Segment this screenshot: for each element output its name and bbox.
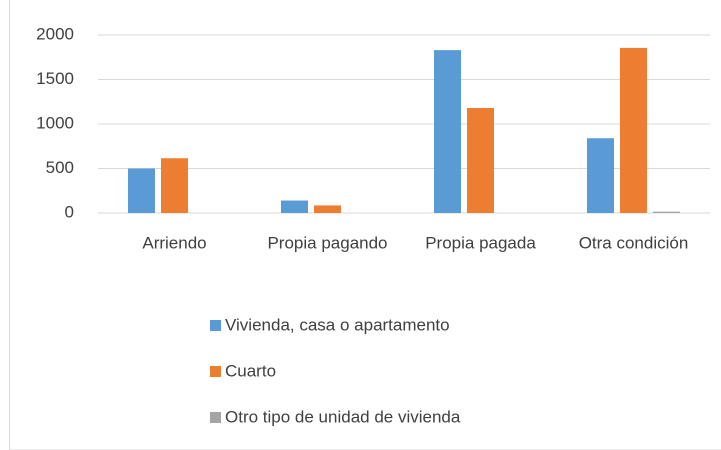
legend-label: Otro tipo de unidad de vivienda xyxy=(225,407,461,426)
y-tick-label: 0 xyxy=(65,202,74,221)
legend-swatch xyxy=(210,320,221,331)
x-tick-label: Propia pagada xyxy=(425,233,536,252)
bar xyxy=(434,50,461,213)
y-tick-label: 1000 xyxy=(36,113,74,132)
bar xyxy=(587,138,614,213)
y-tick-label: 1500 xyxy=(36,69,74,88)
x-tick-label: Otra condición xyxy=(579,233,689,252)
legend-swatch xyxy=(210,366,221,377)
legend-label: Cuarto xyxy=(225,361,276,380)
legend-label: Vivienda, casa o apartamento xyxy=(225,315,450,334)
bar xyxy=(467,107,494,213)
x-tick-label: Arriendo xyxy=(142,233,206,252)
x-tick-label: Propia pagando xyxy=(267,233,387,252)
bar xyxy=(653,211,680,213)
bar xyxy=(161,158,188,213)
bar xyxy=(314,205,341,213)
y-tick-label: 500 xyxy=(46,158,74,177)
bar xyxy=(620,47,647,213)
chart-border xyxy=(9,0,721,450)
y-tick-label: 2000 xyxy=(36,24,74,43)
bar xyxy=(281,200,308,213)
bar xyxy=(128,168,155,213)
legend-swatch xyxy=(210,412,221,423)
